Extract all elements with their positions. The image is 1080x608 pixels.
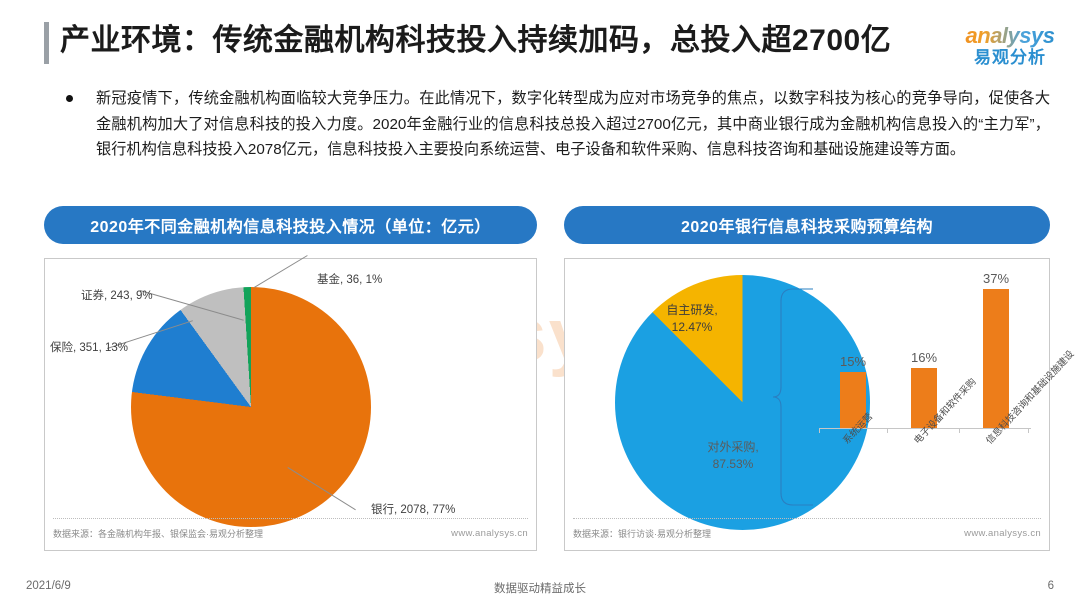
pie-chart-procurement-budget — [615, 275, 870, 530]
pie-label-fund: 基金, 36, 1% — [317, 274, 383, 286]
pie-label-bank: 银行, 2078, 77% — [371, 504, 456, 516]
bar-consulting-infrastructure — [983, 289, 1009, 428]
right-source-text: 数据来源：银行访谈·易观分析整理 — [573, 528, 711, 539]
pie-label-self-development: 自主研发, 12.47% — [644, 302, 740, 336]
footer-page-number: 6 — [1047, 580, 1054, 592]
slide-header: 产业环境：传统金融机构科技投入持续加码，总投入超2700亿 analysys 易… — [44, 18, 1080, 70]
body-bullet: 新冠疫情下，传统金融机构面临较大竞争压力。在此情况下，数字化转型成为应对市场竞争… — [66, 86, 1050, 163]
bar-value-system-operation: 15% — [839, 354, 867, 369]
left-source-url: www.analysys.cn — [451, 527, 528, 539]
right-card-body: 自主研发, 12.47% 对外采购, 87.53% 15% 16% 37% 系统… — [564, 258, 1076, 551]
right-source-url: www.analysys.cn — [964, 527, 1041, 539]
right-source-row: 数据来源：银行访谈·易观分析整理 www.analysys.cn — [573, 518, 1041, 544]
logo-chinese-text: 易观分析 — [974, 48, 1046, 67]
pie-label-self-development-name: 自主研发, — [666, 303, 718, 317]
right-chart-card: 2020年银行信息科技采购预算结构 自主研发, 12.47% 对外采购, 87.… — [564, 206, 1076, 551]
bar-value-consulting-infrastructure: 37% — [982, 271, 1010, 286]
analysys-logo: analysys 易观分析 — [954, 24, 1066, 76]
bar-tick-1 — [887, 428, 888, 433]
leader-line-fund — [254, 255, 308, 288]
bar-tick-2 — [959, 428, 960, 433]
pie-chart-institution-investment — [131, 287, 371, 527]
logo-english-text: analysys — [954, 24, 1066, 48]
right-card-header: 2020年银行信息科技采购预算结构 — [564, 206, 1050, 244]
bar-equipment-software — [911, 368, 937, 428]
left-card-body: 基金, 36, 1% 证券, 243, 9% 保险, 351, 13% 银行, … — [44, 255, 537, 551]
title-accent-bar — [44, 22, 49, 64]
page-title: 产业环境：传统金融机构科技投入持续加码，总投入超2700亿 — [60, 24, 892, 57]
pie-label-insurance: 保险, 351, 13% — [50, 342, 128, 354]
pie-label-outsourced-name: 对外采购, — [707, 440, 759, 454]
pie-label-outsourced: 对外采购, 87.53% — [685, 439, 781, 473]
body-paragraph: 新冠疫情下，传统金融机构面临较大竞争压力。在此情况下，数字化转型成为应对市场竞争… — [96, 90, 1050, 158]
left-source-text: 数据来源：各金融机构年报、银保监会·易观分析整理 — [53, 528, 263, 539]
left-source-row: 数据来源：各金融机构年报、银保监会·易观分析整理 www.analysys.cn — [53, 518, 528, 544]
bar-tick-0 — [819, 428, 820, 433]
pie-label-self-development-pct: 12.47% — [671, 320, 713, 334]
bar-chart-procurement-breakdown: 15% 16% 37% 系统运营 电子设备和软件采购 信息科技咨询和基础设施建设 — [813, 271, 1076, 507]
bullet-dot-icon — [66, 95, 73, 102]
left-chart-card: 2020年不同金融机构信息科技投入情况（单位：亿元） 基金, 36, 1% 证券… — [44, 206, 537, 551]
bracket-connector — [772, 288, 813, 506]
pie-label-securities: 证券, 243, 9% — [81, 290, 153, 302]
bar-tick-3 — [1028, 428, 1029, 433]
footer-tagline: 数据驱动精益成长 — [494, 583, 586, 595]
footer-date: 2021/6/9 — [26, 580, 71, 592]
bar-value-equipment-software: 16% — [910, 350, 938, 365]
slide-footer: 2021/6/9 数据驱动精益成长 6 — [0, 580, 1080, 600]
left-card-header: 2020年不同金融机构信息科技投入情况（单位：亿元） — [44, 206, 537, 244]
bar-chart-axis-line — [819, 428, 1031, 429]
pie-label-outsourced-pct: 87.53% — [712, 457, 754, 471]
bar-system-operation — [840, 372, 866, 428]
